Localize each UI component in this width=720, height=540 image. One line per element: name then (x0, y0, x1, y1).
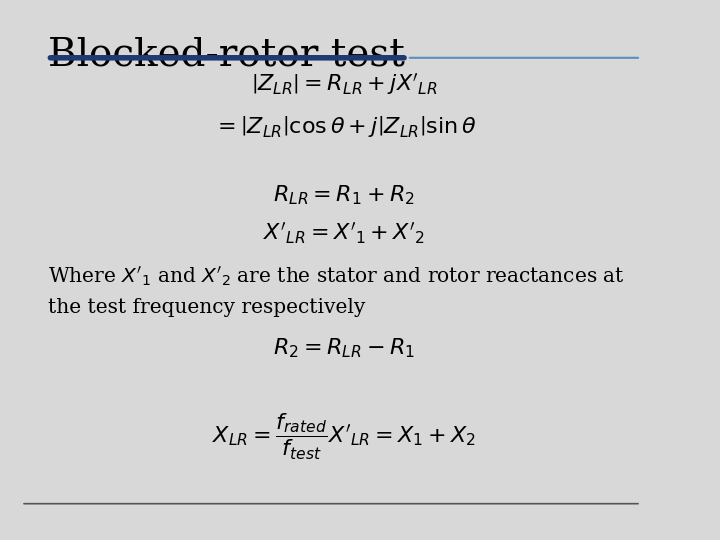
Text: $R_{LR} = R_1 + R_2$: $R_{LR} = R_1 + R_2$ (274, 183, 415, 207)
Text: Where $X'_1$ and $X'_2$ are the stator and rotor reactances at: Where $X'_1$ and $X'_2$ are the stator a… (48, 265, 624, 288)
Text: $R_2 = R_{LR} - R_1$: $R_2 = R_{LR} - R_1$ (273, 336, 415, 360)
Text: $X'_{LR} = X'_1 + X'_2$: $X'_{LR} = X'_1 + X'_2$ (264, 221, 426, 246)
Text: $= \left|Z_{LR}\right|\cos\theta + j\left|Z_{LR}\right|\sin\theta$: $= \left|Z_{LR}\right|\cos\theta + j\lef… (212, 116, 476, 140)
Text: the test frequency respectively: the test frequency respectively (48, 298, 365, 317)
Text: Blocked-rotor test: Blocked-rotor test (48, 36, 405, 73)
Text: $\left|Z_{LR}\right| = R_{LR} + jX'_{LR}$: $\left|Z_{LR}\right| = R_{LR} + jX'_{LR}… (251, 72, 438, 97)
Text: $X_{LR} = \dfrac{f_{rated}}{f_{test}} X'_{LR} = X_1 + X_2$: $X_{LR} = \dfrac{f_{rated}}{f_{test}} X'… (212, 411, 477, 462)
